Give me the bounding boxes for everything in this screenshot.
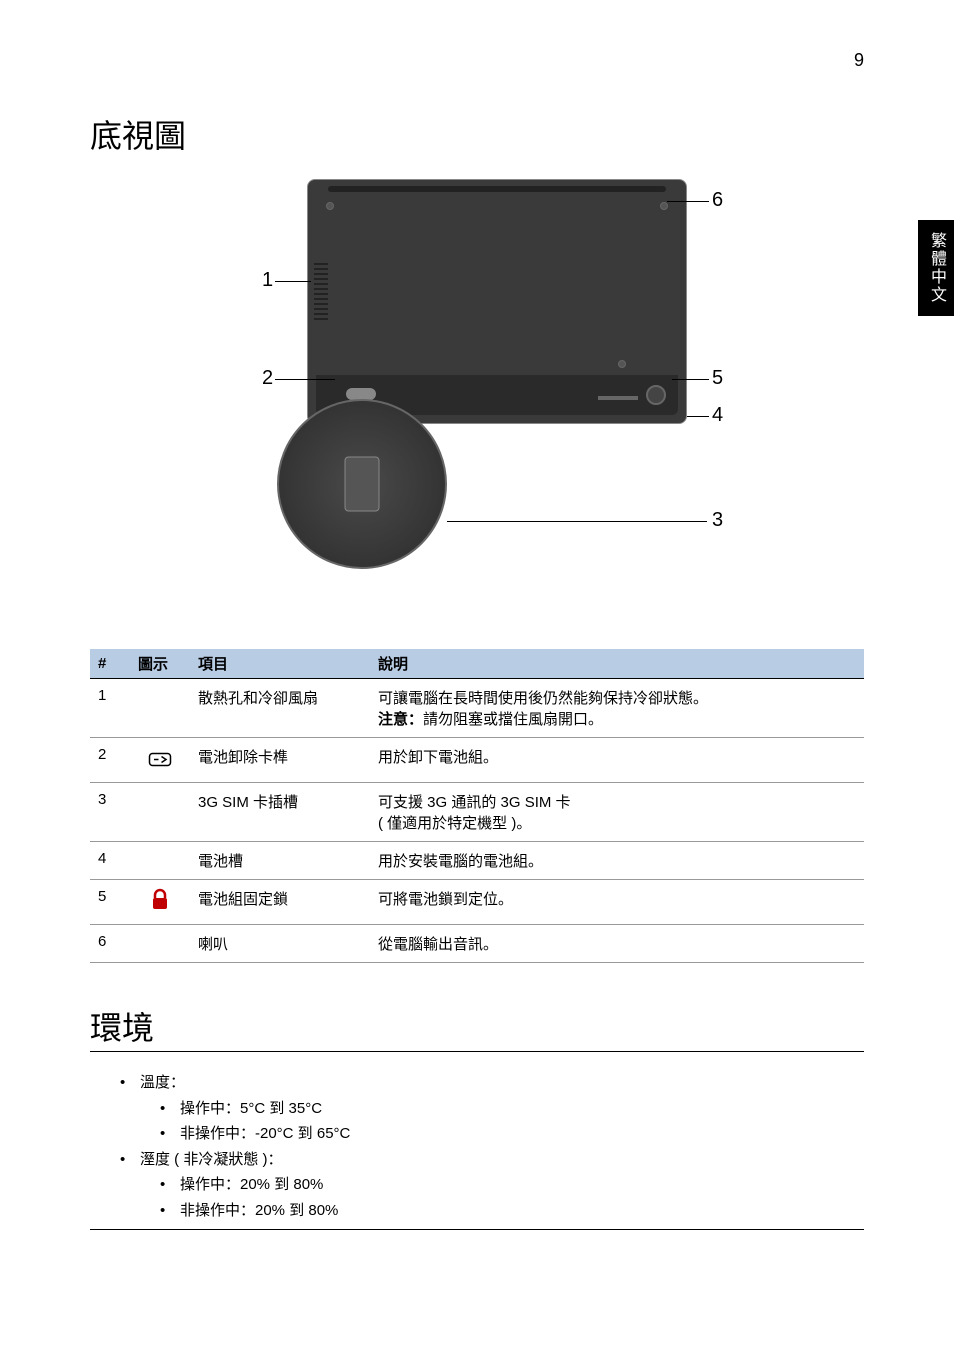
callout-5: 5 bbox=[712, 367, 723, 390]
table-row: 5 電池組固定鎖 可將電池鎖到定位。 bbox=[90, 880, 864, 925]
table-row: 1 散熱孔和冷卻風扇 可讓電腦在長時間使用後仍然能夠保持冷卻狀態。 注意：請勿阻… bbox=[90, 679, 864, 738]
col-num: # bbox=[90, 649, 130, 679]
col-desc: 說明 bbox=[370, 649, 864, 679]
humidity-operating: 操作中：20% 到 80% bbox=[180, 1172, 864, 1198]
magnified-sim-detail bbox=[277, 399, 447, 569]
temp-operating: 操作中：5°C 到 35°C bbox=[180, 1096, 864, 1122]
environment-section: 環境 溫度： 操作中：5°C 到 35°C 非操作中：-20°C 到 65°C … bbox=[90, 1003, 864, 1230]
col-item: 項目 bbox=[190, 649, 370, 679]
callout-1: 1 bbox=[262, 269, 273, 292]
language-tab: 繁體中文 bbox=[918, 220, 954, 316]
humidity-item: 溼度 ( 非冷凝狀態 )： 操作中：20% 到 80% 非操作中：20% 到 8… bbox=[90, 1147, 864, 1224]
bottom-view-diagram: 1 2 3 4 5 6 bbox=[90, 169, 864, 589]
table-row: 6 喇叭 從電腦輸出音訊。 bbox=[90, 925, 864, 963]
table-row: 2 電池卸除卡榫 用於卸下電池組。 bbox=[90, 738, 864, 783]
table-row: 4 電池槽 用於安裝電腦的電池組。 bbox=[90, 842, 864, 880]
table-row: 3 3G SIM 卡插槽 可支援 3G 通訊的 3G SIM 卡( 僅適用於特定… bbox=[90, 783, 864, 842]
page-number: 9 bbox=[90, 50, 864, 71]
callout-2: 2 bbox=[262, 367, 273, 390]
laptop-bottom-chassis bbox=[307, 179, 687, 424]
lock-icon bbox=[148, 888, 172, 912]
temp-item: 溫度： 操作中：5°C 到 35°C 非操作中：-20°C 到 65°C bbox=[90, 1070, 864, 1147]
temp-nonoperating: 非操作中：-20°C 到 65°C bbox=[180, 1121, 864, 1147]
environment-title: 環境 bbox=[90, 1003, 864, 1052]
cooling-vents bbox=[314, 260, 328, 320]
callout-6: 6 bbox=[712, 189, 723, 212]
col-icon: 圖示 bbox=[130, 649, 190, 679]
parts-table: # 圖示 項目 說明 1 散熱孔和冷卻風扇 可讓電腦在長時間使用後仍然能夠保持冷… bbox=[90, 649, 864, 963]
callout-3: 3 bbox=[712, 509, 723, 532]
callout-4: 4 bbox=[712, 404, 723, 427]
humidity-nonoperating: 非操作中：20% 到 80% bbox=[180, 1198, 864, 1224]
sim-slot-indicator bbox=[598, 396, 638, 400]
battery-lock bbox=[646, 385, 666, 405]
bottom-view-title: 底視圖 bbox=[90, 111, 864, 157]
battery-release-icon bbox=[148, 746, 172, 770]
